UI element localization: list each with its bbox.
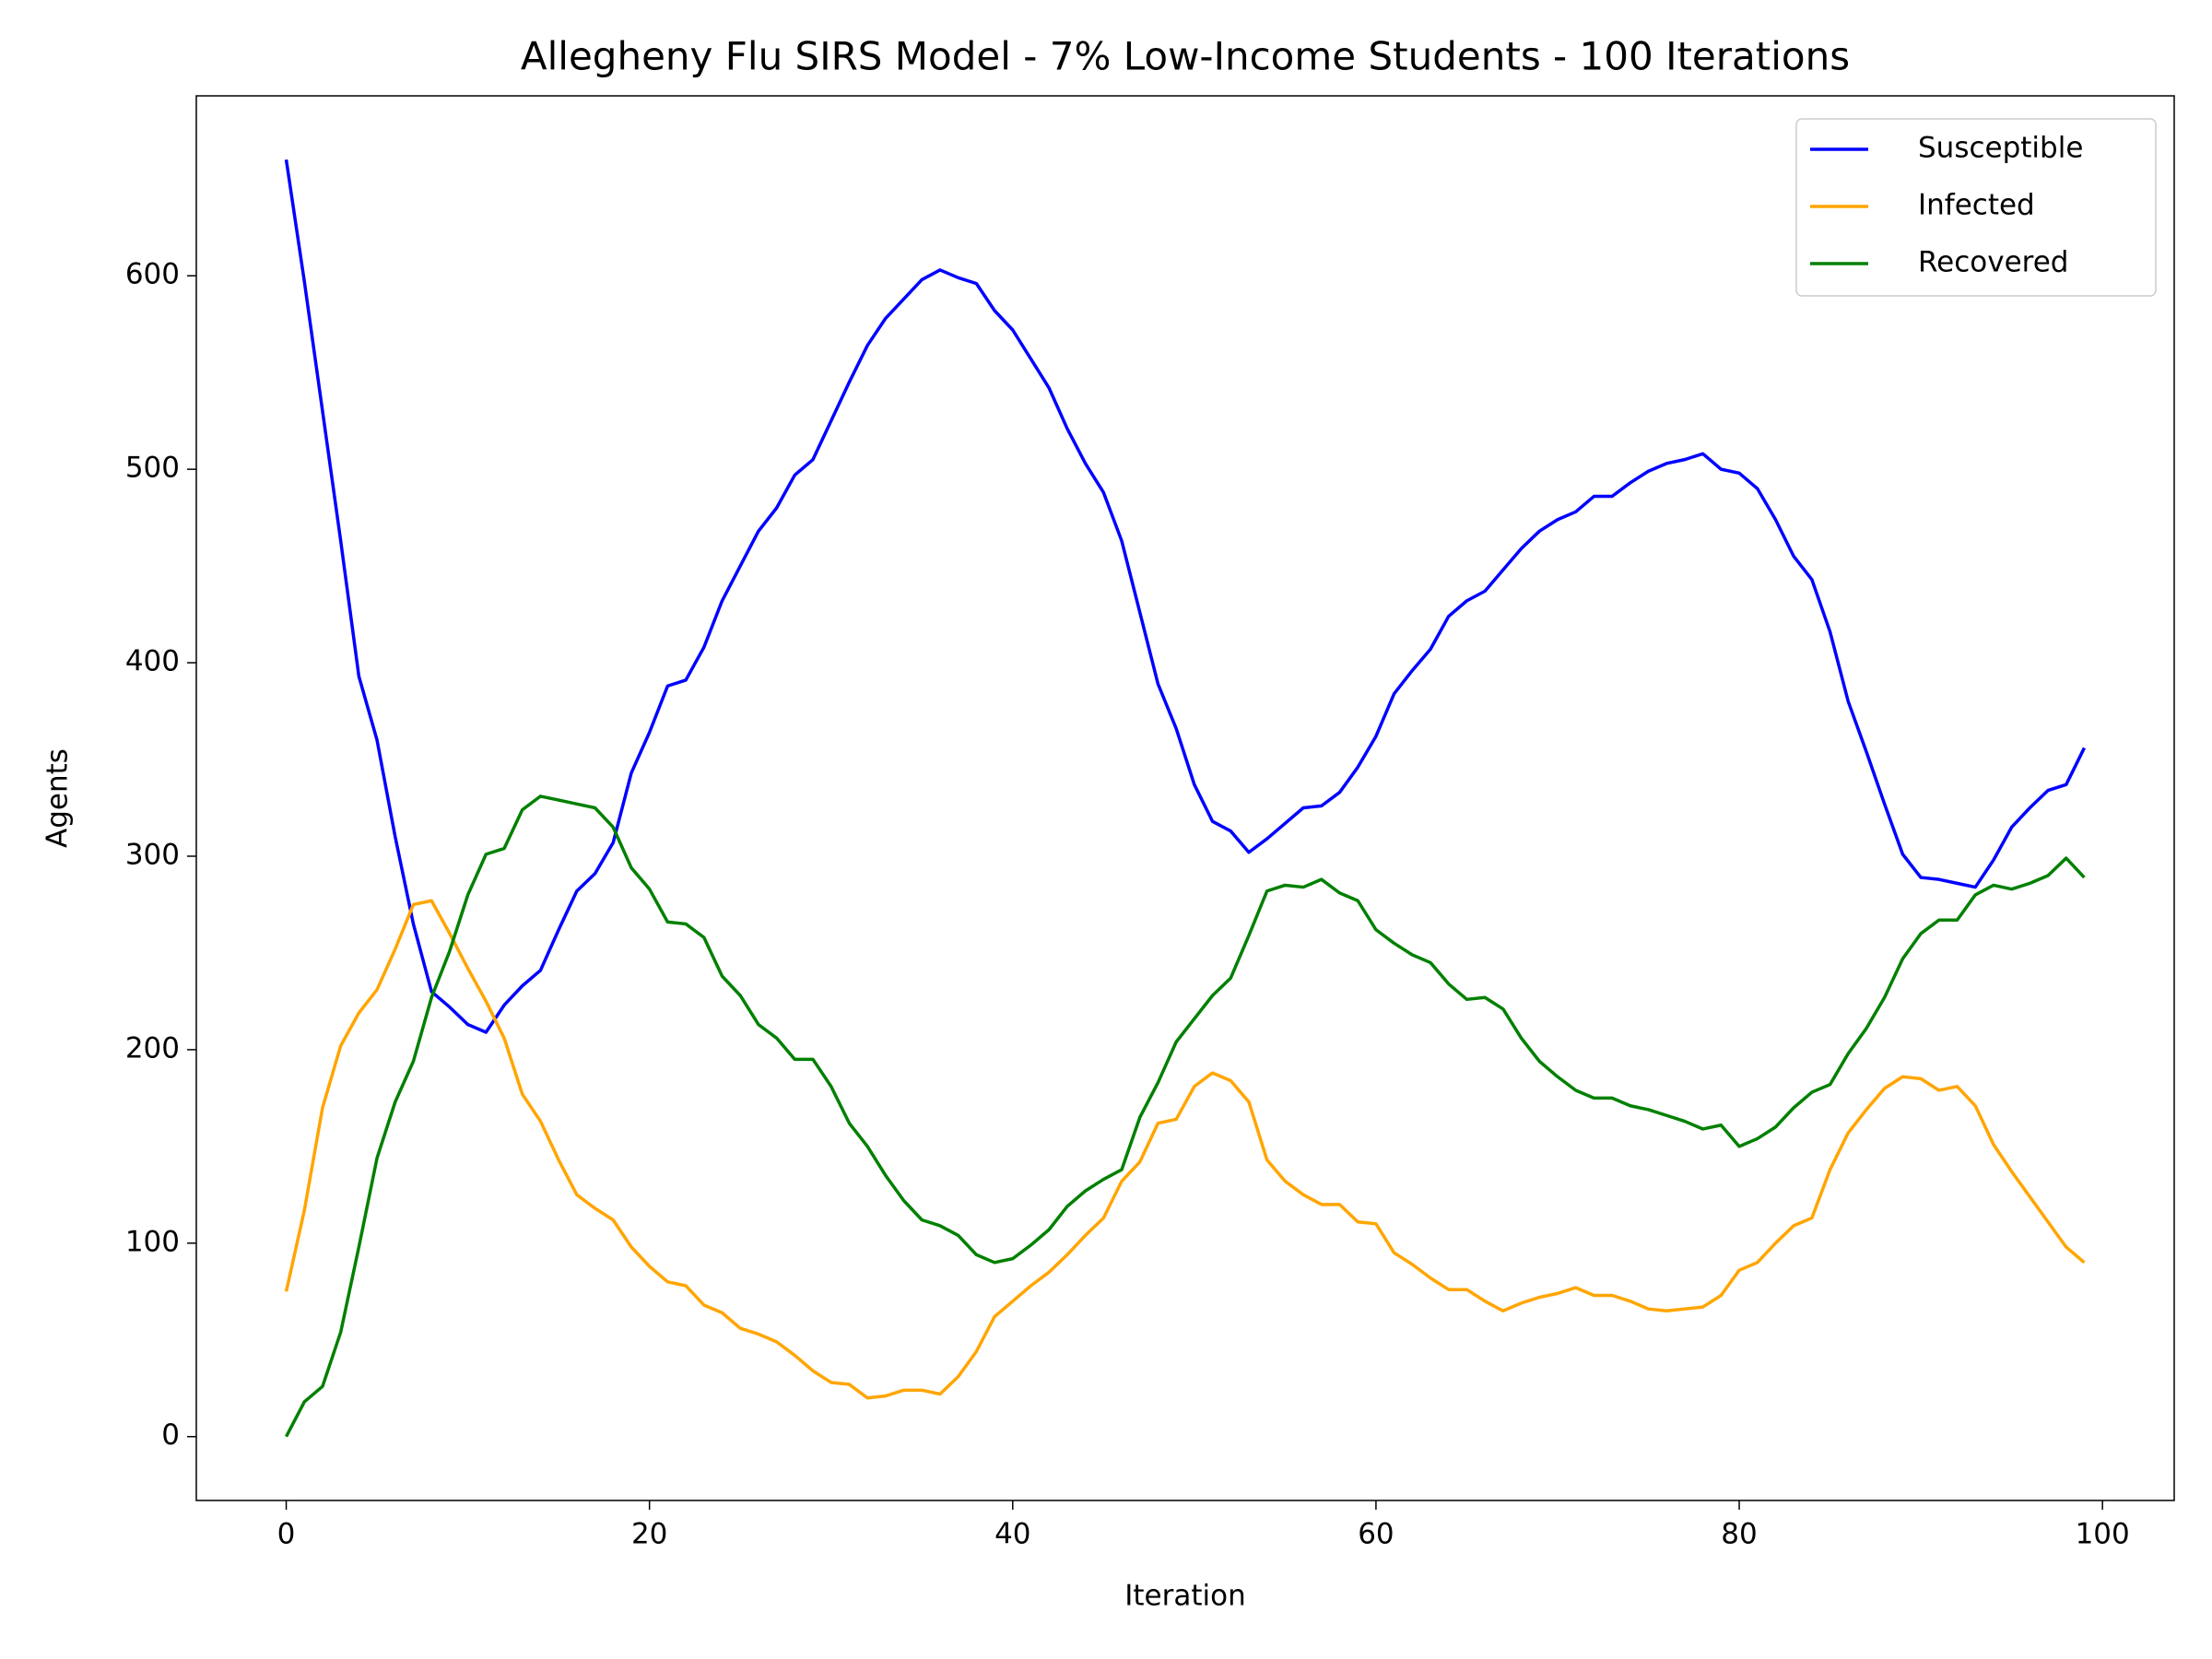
x-tick-label: 40	[994, 1518, 1030, 1551]
legend-label: Susceptible	[1918, 132, 2083, 165]
y-tick-label: 400	[125, 645, 180, 678]
x-tick-label: 80	[1721, 1518, 1757, 1551]
y-tick-label: 500	[125, 452, 180, 485]
x-tick-label: 100	[2076, 1518, 2130, 1551]
series-line	[284, 794, 2086, 1438]
x-axis-label: Iteration	[1124, 1580, 1246, 1613]
legend-label: Infected	[1918, 189, 2035, 222]
legend-label: Recovered	[1918, 246, 2068, 279]
legend-box	[1795, 118, 2157, 297]
x-tick-label: 20	[631, 1518, 667, 1551]
y-tick-label: 0	[161, 1418, 180, 1452]
chart-title: Allegheny Flu SIRS Model - 7% Low-Income…	[521, 34, 1850, 79]
series-line	[284, 899, 2086, 1400]
y-axis-label: Agents	[41, 748, 75, 848]
y-tick-label: 600	[125, 258, 180, 291]
x-tick-label: 60	[1358, 1518, 1394, 1551]
series-line	[284, 159, 2087, 1034]
legend: Susceptible Infected Recovered	[1795, 118, 2157, 297]
y-tick-label: 300	[125, 838, 180, 871]
y-tick-label: 100	[125, 1225, 180, 1258]
x-tick-label: 0	[277, 1518, 296, 1551]
plot-frame	[195, 95, 2175, 1501]
y-tick-label: 200	[125, 1031, 180, 1065]
